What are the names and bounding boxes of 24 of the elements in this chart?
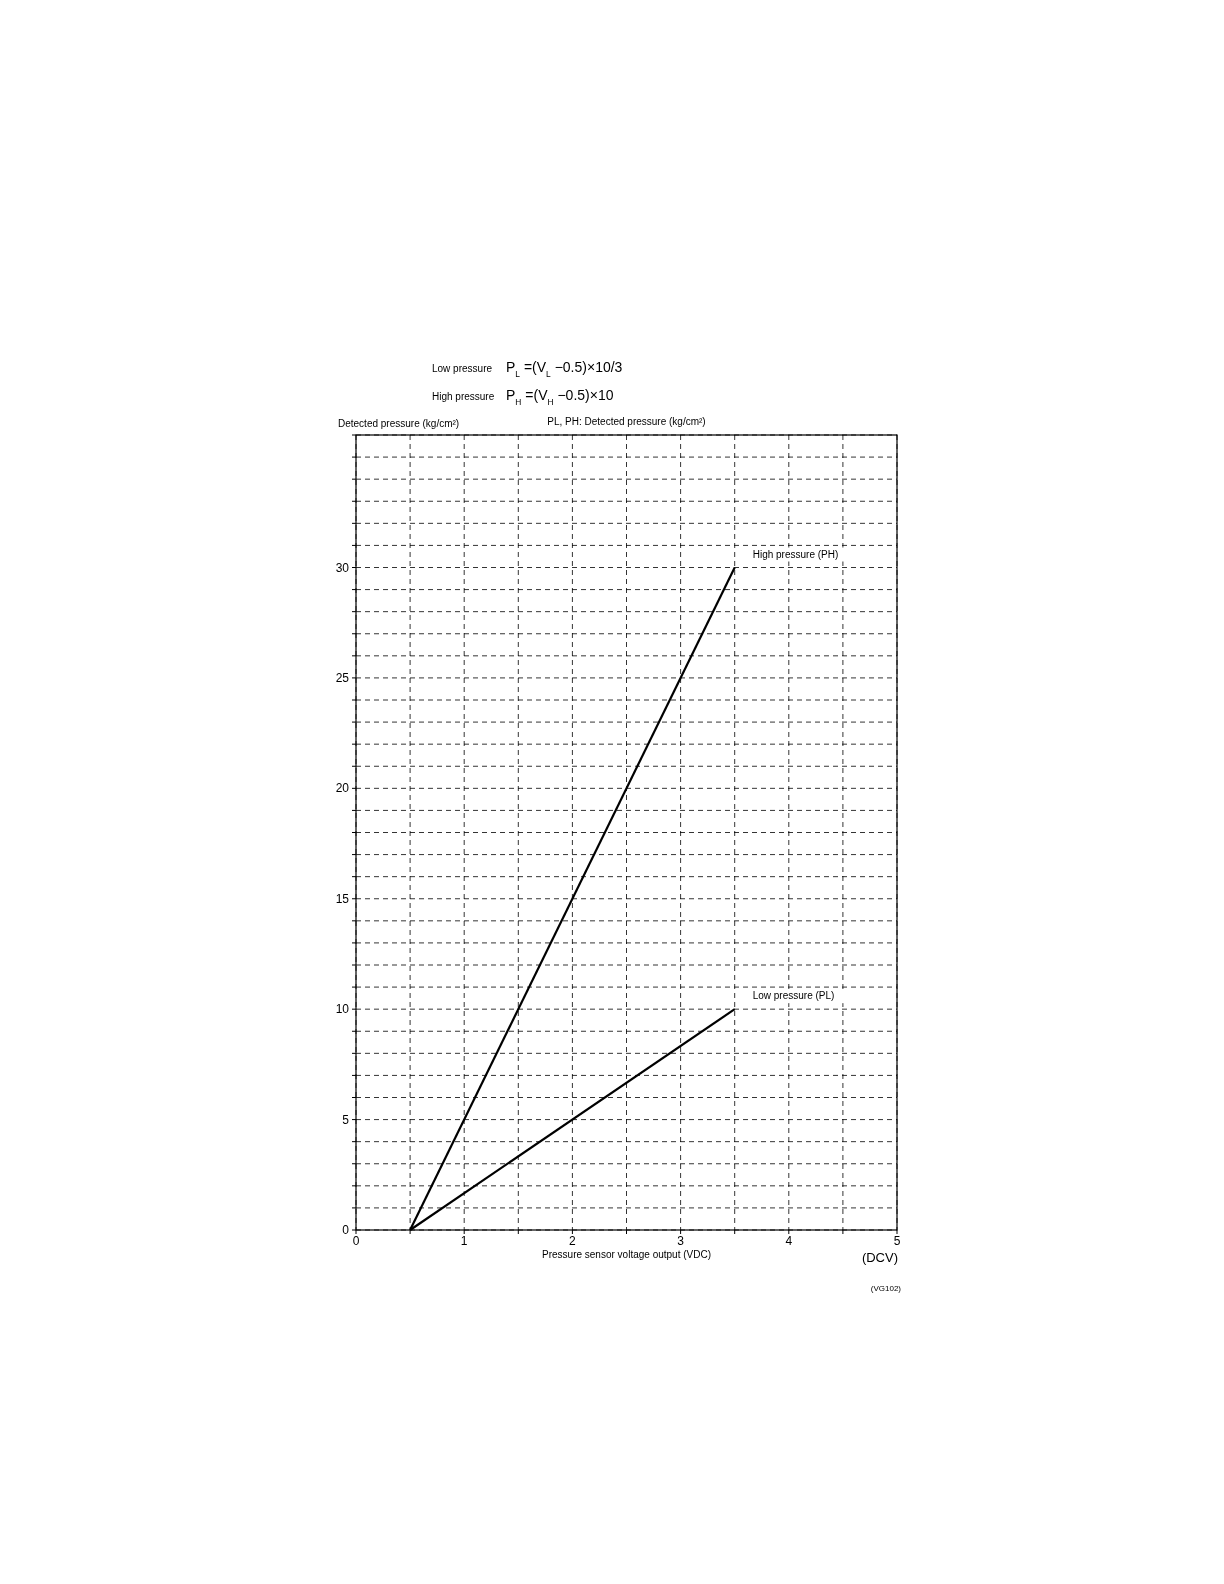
- series-label: Low pressure (PL): [752, 990, 835, 1002]
- y-tick-label: 5: [342, 1112, 350, 1127]
- x-tick-label: 1: [460, 1234, 468, 1248]
- x-tick-label: 3: [677, 1234, 685, 1248]
- series-label: High pressure (PH): [752, 548, 839, 560]
- y-tick-label: 0: [342, 1223, 350, 1237]
- x-tick-label: 4: [785, 1234, 793, 1248]
- x-tick-label: 2: [569, 1234, 577, 1248]
- y-tick-label: 25: [335, 670, 350, 685]
- y-tick-label: 30: [335, 560, 350, 575]
- text: P$_{H}$ =(V$_{H}$ −0.5)×10: [506, 387, 614, 407]
- text: High pressure: [432, 391, 495, 402]
- text: Low pressure: [432, 363, 493, 374]
- text: (VG102): [870, 1284, 902, 1293]
- y-tick-label: 20: [335, 781, 350, 796]
- y-tick-label: 10: [335, 1002, 350, 1017]
- x-axis-title: Pressure sensor voltage output (VDC): [542, 1249, 711, 1260]
- x-tick-label: 0: [352, 1234, 360, 1248]
- y-axis-title: Detected pressure (kg/cm²): [338, 418, 460, 429]
- chart-title: PL, PH: Detected pressure (kg/cm²): [547, 416, 706, 427]
- x-tick-label: 5: [893, 1234, 901, 1248]
- y-tick-label: 15: [335, 891, 350, 906]
- text: P$_{L}$ =(V$_{L}$ −0.5)×10/3: [506, 359, 623, 379]
- text: (DCV): [861, 1250, 898, 1265]
